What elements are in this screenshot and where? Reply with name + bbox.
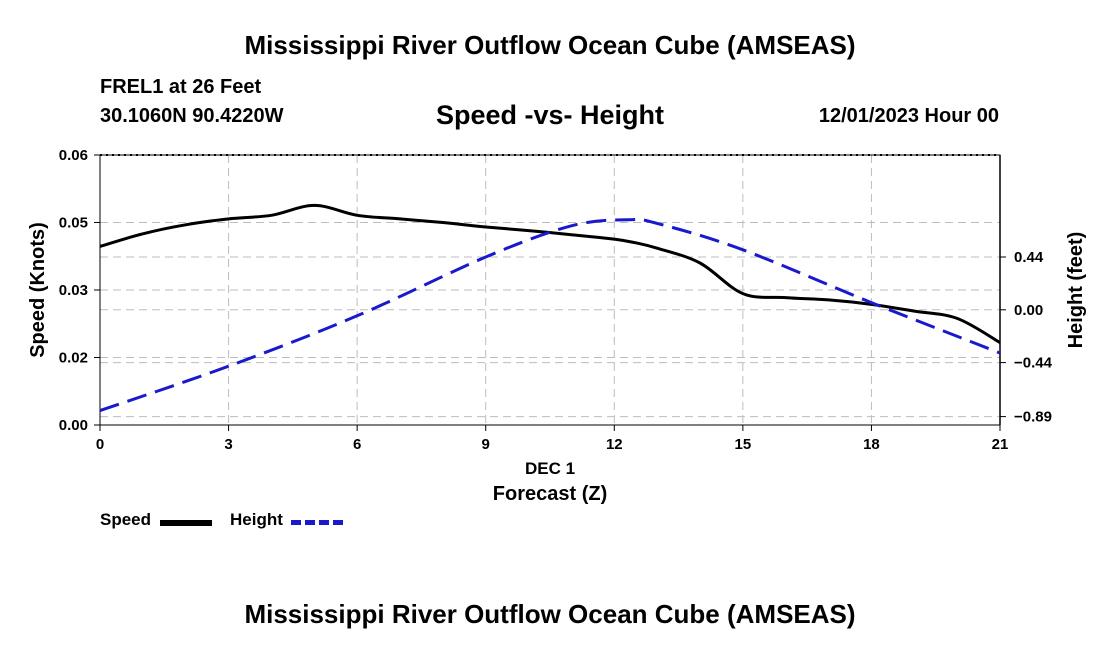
x-axis-sublabel: DEC 1 (525, 459, 575, 478)
grid-lines (100, 155, 1000, 425)
x-tick-label: 21 (992, 436, 1009, 453)
x-tick-label: 15 (735, 436, 752, 453)
axis-ticks: 0 3 6 9 12 15 18 21 0.00 0.02 0.03 0.05 0.06 −0.89 −0.… (59, 147, 1053, 453)
forecast-datetime: 12/01/2023 Hour 00 (818, 105, 999, 127)
legend-speed-label: Speed (100, 510, 152, 529)
legend-height-label: Height (230, 510, 283, 529)
chart-title: Mississippi River Outflow Ocean Cube (AM… (244, 30, 856, 60)
x-tick-label: 3 (224, 436, 232, 453)
chart-subtitle: Speed -vs- Height (435, 100, 665, 130)
y-axis-label: Speed (Knots) (27, 222, 49, 358)
x-tick-label: 9 (482, 436, 490, 453)
footer-title: Mississippi River Outflow Ocean Cube (AM… (244, 599, 856, 629)
x-tick-label: 18 (863, 436, 880, 453)
x-tick-label: 6 (353, 436, 361, 453)
y-tick-label: 0.06 (59, 147, 88, 164)
series-line-speed (99, 203, 1001, 344)
station-coordinates: 30.1060N 90.4220W (100, 105, 284, 127)
y2-axis-label: Height (feet) (1065, 232, 1087, 349)
y-tick-label: 0.02 (59, 350, 88, 367)
data-series (99, 203, 1001, 413)
y2-tick-label: 0.44 (1014, 249, 1044, 266)
y-tick-label: 0.05 (59, 215, 88, 232)
series-line-height (99, 217, 1001, 413)
x-tick-label: 0 (96, 436, 104, 453)
y-tick-label: 0.03 (59, 282, 88, 299)
y2-tick-label: −0.89 (1014, 409, 1052, 426)
station-label: FREL1 at 26 Feet (100, 76, 262, 98)
x-tick-label: 12 (606, 436, 623, 453)
legend-height-swatch (291, 520, 343, 525)
legend-speed-swatch (160, 520, 212, 526)
y-tick-label: 0.00 (59, 417, 88, 434)
y2-tick-label: 0.00 (1014, 302, 1043, 319)
y2-tick-label: −0.44 (1014, 355, 1053, 372)
x-axis-label: Forecast (Z) (493, 483, 607, 505)
